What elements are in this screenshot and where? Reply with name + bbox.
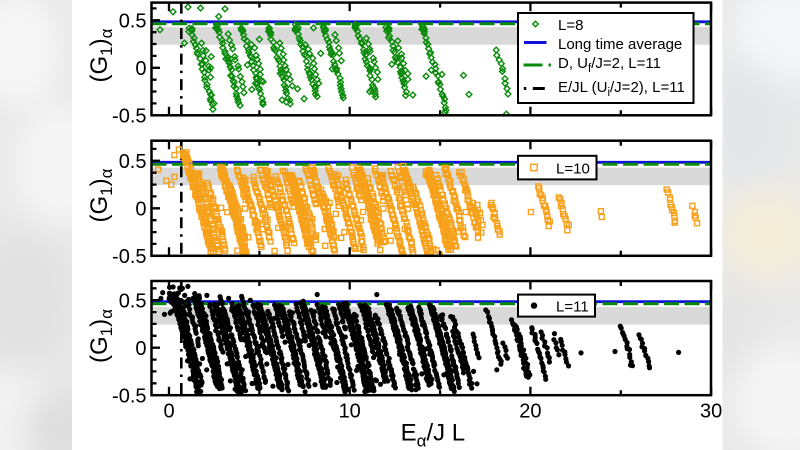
svg-text:20: 20 [519,401,541,423]
svg-text:Eα/J L: Eα/J L [401,419,466,450]
svg-text:E/JL (Ui/J=2), L=11: E/JL (Ui/J=2), L=11 [558,79,685,99]
svg-text:L=10: L=10 [556,160,590,177]
svg-text:D, Uf/J=2, L=11: D, Uf/J=2, L=11 [558,55,661,75]
svg-text:-0.5: -0.5 [112,246,146,268]
svg-text:0: 0 [163,401,174,423]
svg-text:-0.5: -0.5 [112,106,146,128]
svg-text:0: 0 [135,58,146,80]
svg-text:30: 30 [700,401,722,423]
svg-text:10: 10 [339,401,361,423]
svg-text:Long time average: Long time average [558,36,682,53]
svg-text:0.5: 0.5 [119,290,147,312]
svg-text:0: 0 [135,199,146,221]
svg-text:L=8: L=8 [558,17,583,34]
svg-text:0.5: 0.5 [119,11,147,33]
svg-text:0.5: 0.5 [119,151,147,173]
svg-text:0: 0 [135,338,146,360]
svg-text:L=11: L=11 [556,298,589,315]
svg-text:-0.5: -0.5 [112,385,146,407]
